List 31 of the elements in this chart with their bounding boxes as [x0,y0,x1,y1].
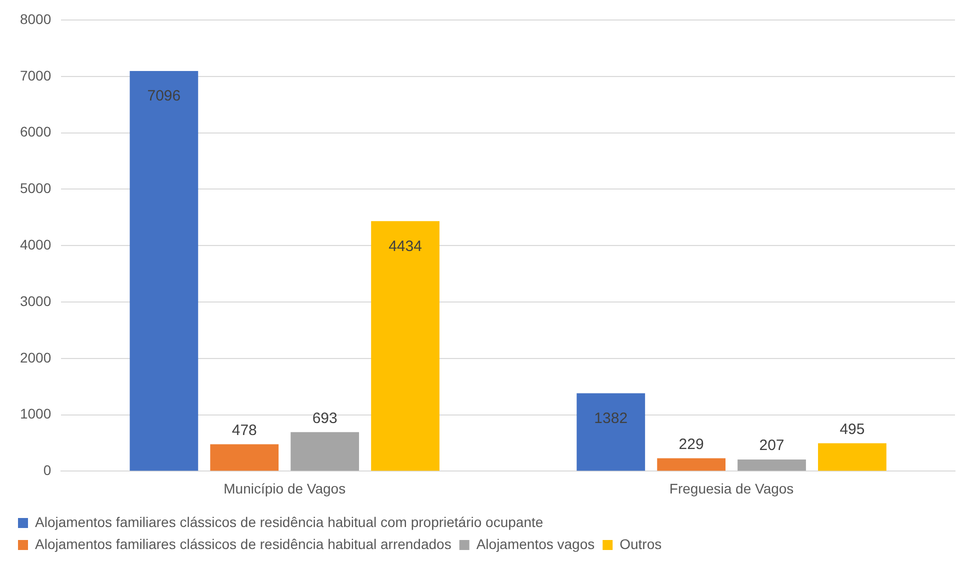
legend-label: Alojamentos familiares clássicos de residência habitual com proprietário ocupante [35,514,544,530]
y-tick-label: 1000 [20,406,52,422]
y-tick-label: 6000 [20,124,52,140]
data-label: 4434 [388,238,422,255]
x-tick-label: Freguesia de Vagos [669,480,794,496]
x-tick-label: Município de Vagos [224,480,346,496]
bar [657,458,726,471]
bar [210,444,279,471]
legend-label: Alojamentos vagos [476,536,595,552]
data-label: 229 [678,436,704,453]
data-label: 1382 [594,410,628,427]
y-tick-label: 4000 [20,236,52,252]
data-label: 478 [232,422,257,439]
bar [130,70,198,471]
data-label: 7096 [147,88,181,105]
data-label: 693 [312,410,338,427]
bar [290,432,360,471]
legend-label: Alojamentos familiares clássicos de residência habitual arrendados [35,536,452,552]
data-label: 495 [840,420,865,438]
y-tick-label: 5000 [20,180,52,196]
bar [371,221,440,471]
y-tick-label: 7000 [20,67,52,84]
y-tick-label: 3000 [20,292,52,309]
legend-label: Outros [620,536,662,552]
y-tick-label: 0 [43,462,52,478]
bar [738,460,806,471]
y-tick-label: 8000 [20,10,52,27]
bar [818,443,886,471]
bar [576,393,646,471]
y-tick-label: 2000 [20,349,52,366]
data-label: 207 [759,437,784,454]
